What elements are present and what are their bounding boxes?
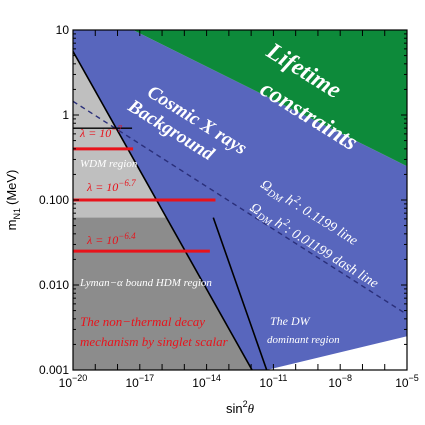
- omega-0.01199-dash-line: [73, 100, 407, 316]
- x-axis-label-sup: 2: [243, 399, 248, 409]
- lambda-label-1: λ = 10−7: [79, 124, 122, 140]
- x-axis: 10−20 10−17 10−14 10−11 10−8 10−5: [59, 30, 419, 390]
- cosmic-xray-region: [73, 30, 407, 370]
- omega-0.1199-line: [73, 51, 253, 370]
- y-axis-label-sub: N1: [12, 208, 22, 220]
- omega-solid-sup: 2: [292, 194, 302, 206]
- lifetime-region: [73, 30, 407, 167]
- dw-label-line2: dominant region: [267, 334, 340, 346]
- dw-boundary-line: [212, 217, 268, 370]
- x-tick-label: 10−11: [259, 373, 287, 390]
- plot-area: [73, 30, 407, 370]
- lambda-label-2: λ = 10−6.7: [86, 178, 136, 194]
- lambda-label-3: λ = 10−6.4: [86, 231, 136, 247]
- y-axis-label-unit: (MeV): [4, 170, 19, 205]
- x-axis-label-theta: θ: [248, 401, 255, 416]
- x-tick-label: 10−20: [59, 373, 88, 390]
- lambda-label-3-exp: −6.4: [118, 231, 136, 241]
- omega-dash-sup: 2: [281, 217, 291, 229]
- x-axis-label: sin2θ: [226, 399, 255, 416]
- y-tick-label: 0.010: [39, 278, 69, 292]
- y-tick-label: 10: [56, 23, 70, 37]
- lambda-label-1-exp: −7: [111, 124, 122, 134]
- lambda-label-2-exp: −6.7: [118, 178, 136, 188]
- y-axis-label-main: m: [4, 220, 19, 231]
- lambda-label-3-base: λ = 10: [86, 233, 118, 247]
- nonthermal-label-line1: The non−thermal decay: [80, 314, 205, 329]
- y-tick-label: 0.100: [39, 193, 69, 207]
- y-axis-label: mN1 (MeV): [4, 170, 22, 231]
- lambda-label-1-base: λ = 10: [79, 126, 111, 140]
- y-tick-label: 0.001: [39, 363, 69, 377]
- lambda-label-2-base: λ = 10: [86, 180, 118, 194]
- x-tick-label: 10−17: [125, 373, 154, 390]
- hdm-label: Lyman−α bound HDM region: [79, 277, 212, 289]
- wdm-label: WDM region: [80, 158, 138, 170]
- nonthermal-label-line2: mechanism by singlet scalar: [80, 334, 229, 349]
- x-tick-label: 10−14: [192, 373, 221, 390]
- y-tick-label: 1: [62, 108, 69, 122]
- dw-label-line1: The DW: [270, 314, 311, 328]
- x-tick-label: 10−8: [328, 373, 352, 390]
- x-axis-label-base: sin: [226, 401, 243, 416]
- y-axis: 0.001 0.010 0.100 1 10: [39, 23, 407, 377]
- x-tick-label: 10−5: [395, 373, 419, 390]
